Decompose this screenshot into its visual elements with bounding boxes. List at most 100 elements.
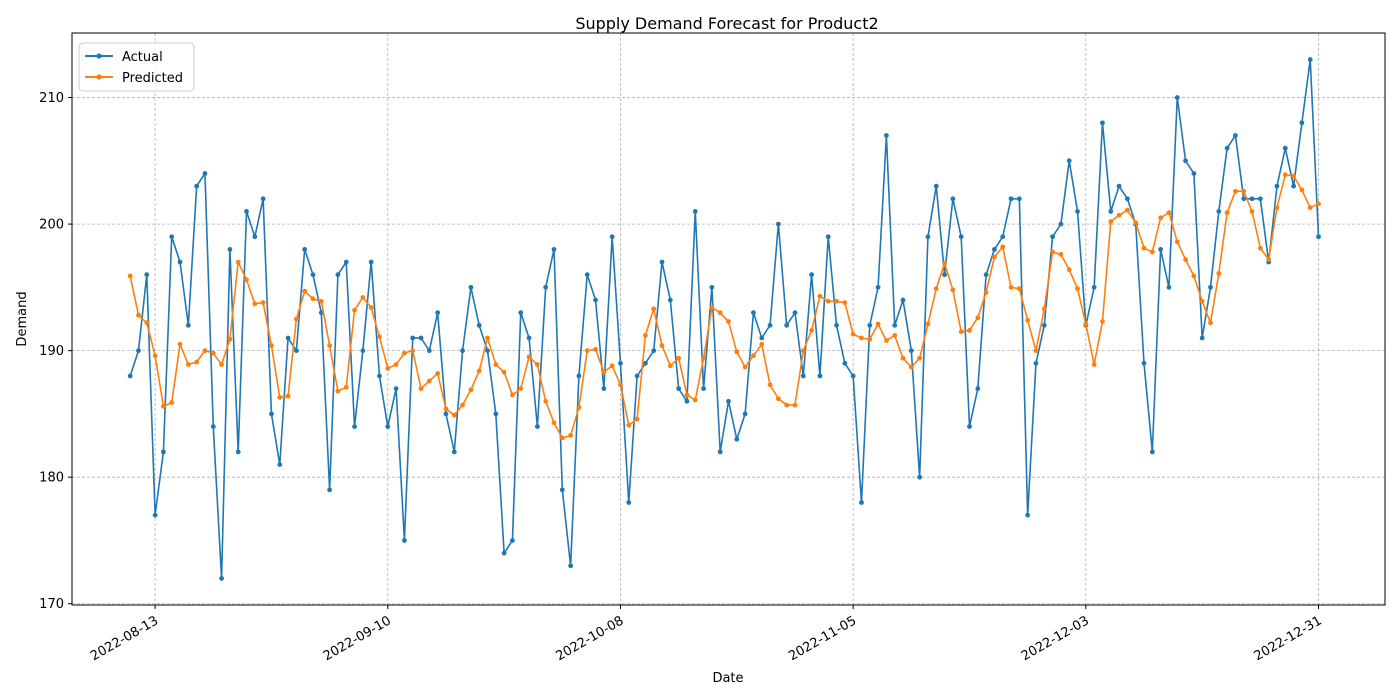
data-point-actual	[1199, 335, 1205, 341]
data-point-predicted	[1241, 188, 1247, 194]
data-point-predicted	[1000, 244, 1006, 250]
data-point-actual	[900, 297, 906, 303]
data-point-actual	[1050, 234, 1055, 240]
data-point-actual	[1058, 221, 1064, 227]
data-point-predicted	[194, 359, 200, 365]
data-point-actual	[1066, 158, 1072, 164]
data-point-actual	[609, 234, 615, 240]
data-point-predicted	[784, 402, 790, 408]
data-point-actual	[1183, 158, 1188, 164]
data-point-predicted	[775, 396, 781, 402]
data-point-predicted	[751, 353, 756, 359]
data-point-actual	[1100, 120, 1105, 126]
legend-label-actual: Actual	[122, 50, 163, 65]
data-point-actual	[1016, 196, 1022, 202]
data-point-actual	[385, 424, 391, 429]
data-point-predicted	[526, 354, 532, 360]
data-point-actual	[435, 310, 441, 316]
data-point-predicted	[842, 300, 848, 305]
data-point-predicted	[1174, 239, 1180, 245]
data-point-predicted	[1299, 187, 1305, 193]
data-point-predicted	[1041, 306, 1047, 312]
data-point-actual	[775, 221, 781, 227]
data-point-actual	[194, 183, 200, 189]
data-point-actual	[942, 272, 947, 278]
data-point-predicted	[136, 312, 141, 318]
data-point-predicted	[975, 315, 981, 321]
data-point-actual	[152, 512, 158, 518]
data-point-predicted	[285, 393, 291, 399]
data-point-predicted	[293, 316, 299, 322]
data-point-actual	[501, 550, 507, 556]
data-point-predicted	[252, 301, 258, 307]
data-point-actual	[958, 234, 964, 240]
data-point-predicted	[867, 336, 873, 342]
data-point-predicted	[709, 305, 715, 311]
data-point-predicted	[593, 346, 598, 352]
data-point-actual	[1166, 284, 1172, 290]
data-point-predicted	[1008, 284, 1014, 290]
data-point-actual	[975, 386, 981, 391]
data-point-actual	[1282, 145, 1288, 151]
data-point-actual	[1216, 209, 1222, 214]
legend-label-predicted: Predicted	[122, 71, 183, 86]
data-point-predicted	[210, 350, 216, 356]
data-point-predicted	[1025, 317, 1031, 323]
data-point-predicted	[1075, 286, 1080, 292]
data-point-actual	[327, 487, 333, 493]
data-point-predicted	[451, 412, 457, 418]
data-point-predicted	[202, 348, 208, 354]
data-point-predicted	[227, 336, 233, 342]
data-point-predicted	[559, 435, 565, 441]
data-point-actual	[1041, 322, 1047, 328]
data-point-actual	[468, 284, 474, 290]
legend-marker-actual	[96, 53, 102, 59]
data-point-predicted	[152, 353, 158, 359]
data-point-predicted	[933, 286, 939, 292]
data-point-actual	[726, 398, 731, 404]
data-point-actual	[601, 386, 607, 391]
data-point-predicted	[717, 310, 723, 316]
data-point-actual	[684, 398, 690, 404]
data-point-actual	[850, 373, 856, 379]
data-point-actual	[393, 386, 399, 391]
data-point-predicted	[510, 392, 515, 398]
data-point-actual	[651, 348, 657, 354]
data-point-actual	[310, 272, 316, 278]
data-point-actual	[1316, 234, 1321, 240]
data-point-predicted	[1216, 271, 1222, 276]
data-point-predicted	[518, 386, 524, 391]
data-point-predicted	[127, 273, 133, 279]
data-point-predicted	[260, 300, 266, 305]
legend: Actual Predicted	[78, 42, 195, 92]
data-point-predicted	[676, 355, 682, 361]
data-point-actual	[659, 259, 665, 265]
y-tick-label: 210	[39, 91, 64, 106]
data-point-actual	[210, 424, 216, 429]
data-point-predicted	[534, 362, 540, 367]
data-point-actual	[476, 322, 482, 328]
data-point-predicted	[576, 405, 582, 410]
data-point-predicted	[368, 305, 374, 311]
y-axis-label: Demand	[15, 291, 30, 346]
data-point-actual	[377, 373, 382, 379]
series-line-actual	[129, 58, 1320, 580]
data-point-predicted	[360, 295, 366, 300]
data-point-actual	[526, 335, 532, 341]
data-point-predicted	[967, 327, 972, 333]
data-point-actual	[352, 424, 357, 429]
data-point-predicted	[1224, 210, 1230, 216]
series-layer	[127, 57, 1321, 581]
data-point-actual	[202, 171, 208, 176]
data-point-predicted	[385, 365, 391, 371]
data-point-actual	[634, 373, 640, 379]
data-point-predicted	[767, 382, 773, 388]
series-predicted	[127, 172, 1321, 441]
plot-frame	[71, 32, 1386, 606]
data-point-actual	[451, 449, 457, 455]
data-point-predicted	[377, 334, 382, 340]
data-point-predicted	[601, 369, 607, 375]
data-point-predicted	[667, 363, 673, 369]
data-point-actual	[1241, 196, 1247, 202]
